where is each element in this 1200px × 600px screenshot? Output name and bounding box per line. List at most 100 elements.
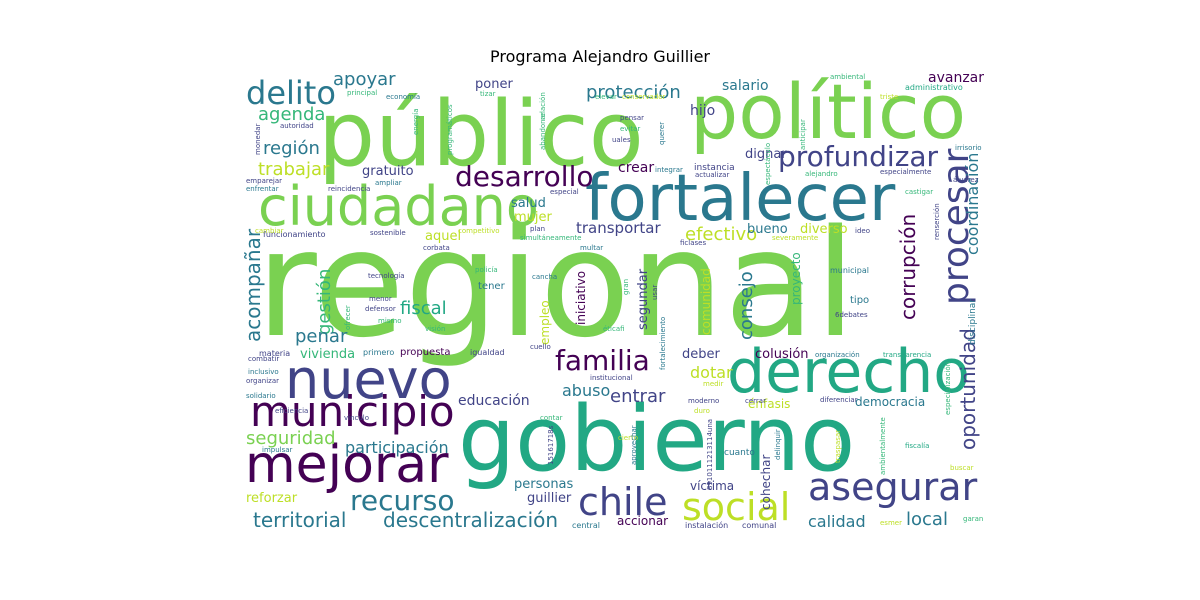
word-20: corrupción	[896, 214, 920, 320]
word-132: cierto	[618, 434, 638, 442]
word-108: ficlases	[680, 239, 706, 247]
word-44: hijo	[690, 103, 715, 119]
word-127: medir	[703, 380, 724, 388]
word-9: municipio	[250, 387, 455, 436]
word-157: monedar	[254, 123, 262, 155]
word-144: elevar	[595, 93, 617, 101]
word-5: derecho	[727, 337, 970, 407]
word-95: transparencia	[883, 351, 931, 359]
word-60: mujer	[514, 210, 553, 225]
word-61: salud	[511, 196, 546, 211]
word-152: espectáculo	[764, 143, 772, 185]
word-49: guillier	[527, 491, 572, 506]
word-77: cuanto	[724, 448, 755, 458]
word-31: coordinación	[963, 153, 982, 255]
word-0: regional	[256, 198, 856, 370]
word-79: funcionamiento	[263, 230, 326, 239]
word-78: municipal	[830, 266, 869, 275]
word-81: primero	[363, 348, 394, 357]
word-39: penar	[295, 326, 348, 347]
word-103: sostenible	[370, 229, 406, 237]
word-74: disciplinar	[968, 299, 978, 345]
word-143: anticipar	[799, 119, 807, 150]
word-154: abandonar	[539, 112, 547, 150]
word-82: igualdad	[470, 348, 505, 357]
word-35: gestión	[314, 269, 335, 335]
word-139: alejandro	[805, 170, 838, 178]
word-109: severamente	[772, 234, 818, 242]
word-141: ambiental	[830, 73, 865, 81]
word-105: plan	[530, 225, 545, 233]
word-142: triste	[880, 93, 898, 101]
word-28: trabajar	[258, 159, 330, 180]
word-43: avanzar	[928, 70, 984, 86]
word-168: especialización	[944, 362, 952, 415]
word-166: traspasar	[834, 430, 842, 463]
word-10: asegurar	[808, 465, 978, 509]
word-13: chile	[578, 480, 667, 524]
word-160: fortalecimiento	[659, 317, 667, 370]
word-98: reincidencia	[328, 185, 370, 193]
word-151: querer	[658, 122, 666, 145]
word-62: poner	[475, 77, 513, 92]
word-34: efectivo	[685, 224, 757, 245]
word-104: competitivo	[458, 227, 500, 235]
word-72: propuesta	[400, 347, 450, 358]
word-162: gran	[622, 279, 630, 295]
word-21: territorial	[253, 508, 346, 532]
word-88: autoridad	[280, 122, 314, 130]
word-57: dignar	[745, 147, 787, 162]
word-12: procesar	[936, 148, 977, 305]
word-42: abuso	[562, 381, 610, 400]
word-38: dotar	[690, 363, 733, 382]
word-164: aprovechar	[630, 425, 638, 465]
word-65: empleo	[538, 300, 552, 345]
word-7: ciudadano	[258, 175, 539, 238]
word-129: duro	[694, 407, 710, 415]
word-159: éticafi	[603, 325, 625, 333]
word-120: combatir	[248, 355, 279, 363]
word-56: bueno	[747, 222, 788, 237]
word-18: familia	[555, 344, 650, 377]
word-125: vínculo	[344, 414, 369, 422]
word-114: menor	[369, 295, 392, 303]
word-6: nuevo	[285, 348, 452, 411]
word-23: acompañar	[241, 228, 265, 342]
word-122: organizar	[246, 377, 279, 385]
word-94: organización	[815, 351, 860, 359]
word-29: apoyar	[333, 69, 396, 90]
word-137: álvarez	[953, 176, 979, 184]
word-155: programáticos	[446, 104, 454, 155]
word-90: especialmente	[880, 168, 931, 176]
word-99: enfrentar	[246, 185, 279, 193]
word-124: eficiencia	[275, 407, 308, 415]
word-25: protección	[586, 82, 681, 103]
word-146: tizar	[480, 90, 496, 98]
word-67: proyecto	[789, 252, 803, 305]
word-14: delito	[246, 74, 336, 112]
word-138: castigar	[905, 188, 933, 196]
word-40: participación	[345, 438, 449, 457]
word-170: 8910111213114una	[706, 419, 714, 490]
word-118: cuello	[530, 343, 551, 351]
word-17: recurso	[350, 484, 455, 517]
word-45: salario	[722, 78, 769, 94]
word-85: central	[572, 521, 600, 530]
word-148: pensar	[620, 114, 644, 122]
word-71: accionar	[617, 514, 668, 528]
word-16: desarrollo	[455, 160, 593, 193]
word-93: impulsar	[262, 446, 293, 454]
word-63: segundar	[636, 268, 651, 330]
word-106: simultáneamente	[520, 234, 581, 242]
word-58: gratuito	[362, 164, 414, 179]
word-150: uales	[612, 136, 631, 144]
word-50: personas	[514, 477, 574, 492]
word-76: instancia	[694, 163, 735, 173]
word-136: garan	[963, 515, 983, 523]
word-117: visión	[425, 325, 445, 333]
word-48: educación	[458, 393, 530, 409]
word-89: administrativo	[905, 83, 963, 92]
word-134: buscar	[950, 464, 974, 472]
word-158: renserción	[933, 203, 941, 240]
